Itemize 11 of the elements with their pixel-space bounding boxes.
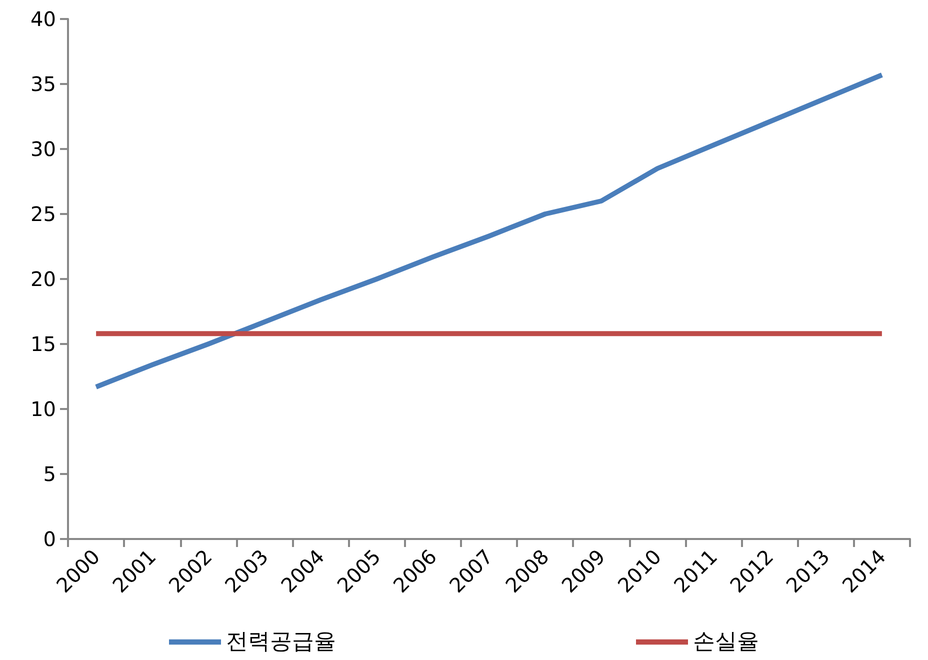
y-tick-label: 5: [43, 462, 56, 486]
y-tick-label: 15: [30, 332, 56, 356]
legend-label: 전력공급율: [226, 630, 336, 654]
y-tick-label: 25: [30, 202, 56, 226]
y-tick-label: 0: [43, 527, 56, 551]
y-tick-label: 20: [30, 267, 56, 291]
y-tick-label: 40: [30, 7, 56, 31]
y-tick-label: 10: [30, 397, 56, 421]
y-tick-label: 30: [30, 137, 56, 161]
y-tick-label: 35: [30, 72, 56, 96]
legend-label: 손실율: [693, 630, 759, 654]
